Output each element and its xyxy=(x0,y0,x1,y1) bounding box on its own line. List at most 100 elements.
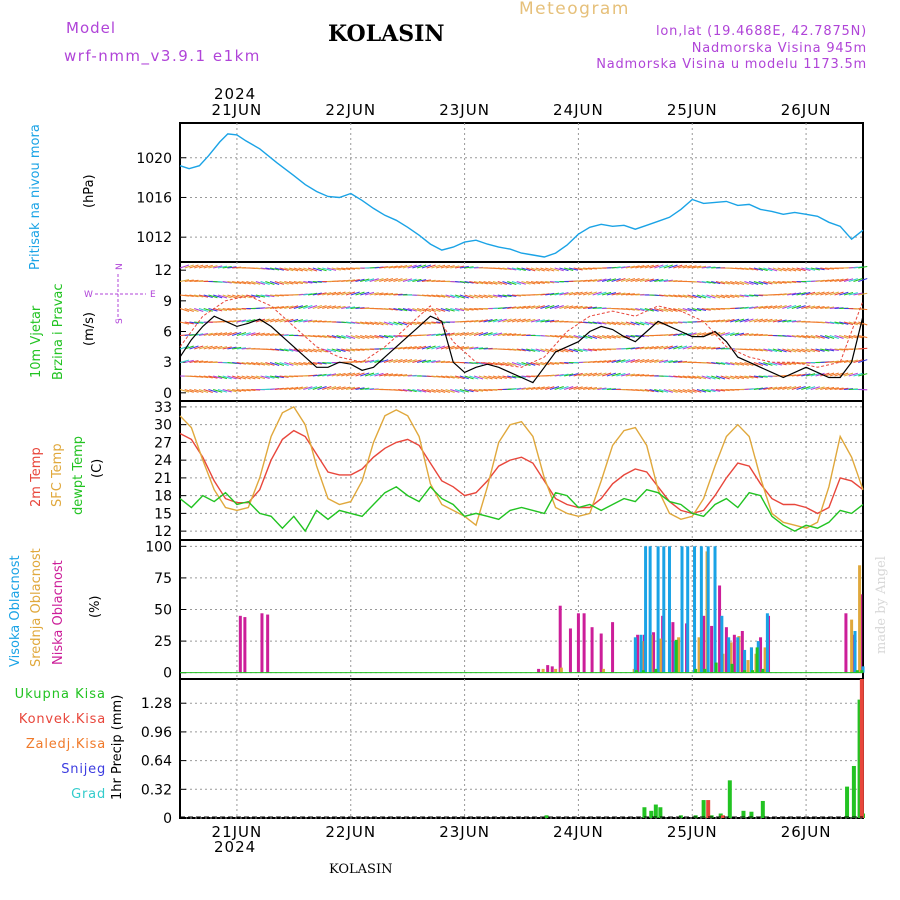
wind-arrow xyxy=(298,305,308,310)
bar-low xyxy=(550,666,554,673)
wind-speed-line xyxy=(179,315,864,384)
wind-arrow xyxy=(720,319,730,323)
wind-arrow xyxy=(270,348,280,351)
wind-arrow xyxy=(620,359,631,364)
wind-arrow xyxy=(568,267,579,271)
wind-arrow xyxy=(578,267,588,271)
wind-arrow xyxy=(194,360,204,364)
wind-arrow xyxy=(260,294,270,298)
wind-arrow xyxy=(521,375,531,378)
wind-arrow xyxy=(696,332,707,337)
wind-arrow xyxy=(749,333,759,337)
wind-arrow xyxy=(644,278,654,283)
wind-arrow xyxy=(445,307,455,312)
wind-arrow xyxy=(564,386,574,391)
wind-arrow xyxy=(251,361,261,366)
wind-arrow xyxy=(573,291,583,296)
wind-arrow xyxy=(796,292,806,296)
wind-arrow xyxy=(843,372,854,377)
wind-arrow xyxy=(663,294,673,298)
wind-arrow xyxy=(654,359,664,364)
wind-arrow xyxy=(435,345,446,350)
wind-arrow xyxy=(232,375,242,380)
wind-arrow xyxy=(260,375,270,379)
wind-arrow xyxy=(445,265,455,269)
wind-arrow xyxy=(459,280,469,284)
wind-arrow xyxy=(469,266,479,269)
wind-arrow xyxy=(255,332,266,337)
bar-high xyxy=(706,546,710,673)
wind-arrow xyxy=(521,361,531,366)
wind-arrow xyxy=(739,375,749,379)
wind-arrow xyxy=(236,375,247,380)
wind-arrow xyxy=(782,267,792,272)
wind-arrow xyxy=(772,280,783,285)
wind-arrow xyxy=(692,388,702,393)
x-axis-top-label: 25JUN xyxy=(667,101,718,119)
wind-arrow xyxy=(630,321,640,326)
wind-arrow xyxy=(194,375,204,378)
wind-arrow xyxy=(511,280,522,285)
bar-total xyxy=(654,668,658,673)
wind-arrow xyxy=(469,280,479,284)
wind-arrow xyxy=(858,359,868,364)
wind-arrow xyxy=(654,264,664,269)
wind-arrow xyxy=(360,348,370,351)
wind-arrow xyxy=(279,280,289,285)
wind-arrow xyxy=(412,321,422,325)
wind-arrow xyxy=(322,348,332,353)
wind-arrow xyxy=(687,294,697,299)
wind-arrow xyxy=(720,375,730,380)
wind-arrow xyxy=(801,267,811,272)
wind-arrow xyxy=(497,318,507,323)
wind-arrow xyxy=(554,292,564,296)
wind-arrow xyxy=(711,361,721,365)
legend-total-rain: Ukupna Kisa xyxy=(14,687,106,702)
wind-arrow xyxy=(706,307,716,311)
wind-arrow xyxy=(786,304,797,310)
bar-low xyxy=(590,627,594,673)
wind-arrow xyxy=(787,361,797,365)
wind-arrow xyxy=(279,305,289,310)
bar-total xyxy=(749,811,754,818)
wind-arrow xyxy=(858,347,868,350)
wind-arrow xyxy=(853,278,863,283)
wind-arrow xyxy=(331,348,341,353)
wind-arrow xyxy=(639,359,650,364)
wind-arrow xyxy=(274,348,284,352)
model-altitude: Nadmorska Visina u modelu 1173.5m xyxy=(596,57,867,72)
wind-arrow xyxy=(255,280,266,285)
wind-arrow xyxy=(592,278,602,283)
wind-arrow xyxy=(739,294,749,298)
wind-arrow xyxy=(720,294,730,299)
wind-arrow xyxy=(758,305,768,310)
wind-arrow xyxy=(360,372,370,377)
wind-arrow xyxy=(398,334,408,337)
wind-arrow xyxy=(208,345,218,350)
wind-arrow xyxy=(730,361,740,366)
wind-arrow xyxy=(459,307,469,311)
wind-arrow xyxy=(786,267,797,272)
wind-arrow xyxy=(526,318,536,323)
wind-arrow xyxy=(388,265,398,269)
wind-arrow xyxy=(763,318,773,323)
wind-arrow xyxy=(488,294,498,298)
wind-arrow xyxy=(777,305,787,310)
bar-low xyxy=(636,634,640,673)
wind-arrow xyxy=(554,373,564,377)
wind-arrow xyxy=(502,294,512,298)
wind-arrow xyxy=(540,267,550,272)
y-tick-label: 100 xyxy=(145,539,172,555)
wind-arrow xyxy=(426,264,436,269)
wind-arrow xyxy=(398,307,408,312)
wind-arrow xyxy=(412,264,422,269)
wind-arrow xyxy=(345,267,356,270)
wind-arrow xyxy=(635,307,645,312)
bar-high xyxy=(633,637,637,673)
wind-arrow xyxy=(801,291,811,296)
wind-arrow xyxy=(630,265,640,269)
wind-arrow xyxy=(355,372,365,377)
wind-arrow xyxy=(540,386,550,391)
wind-arrow xyxy=(858,321,868,326)
wind-arrow xyxy=(227,375,237,380)
